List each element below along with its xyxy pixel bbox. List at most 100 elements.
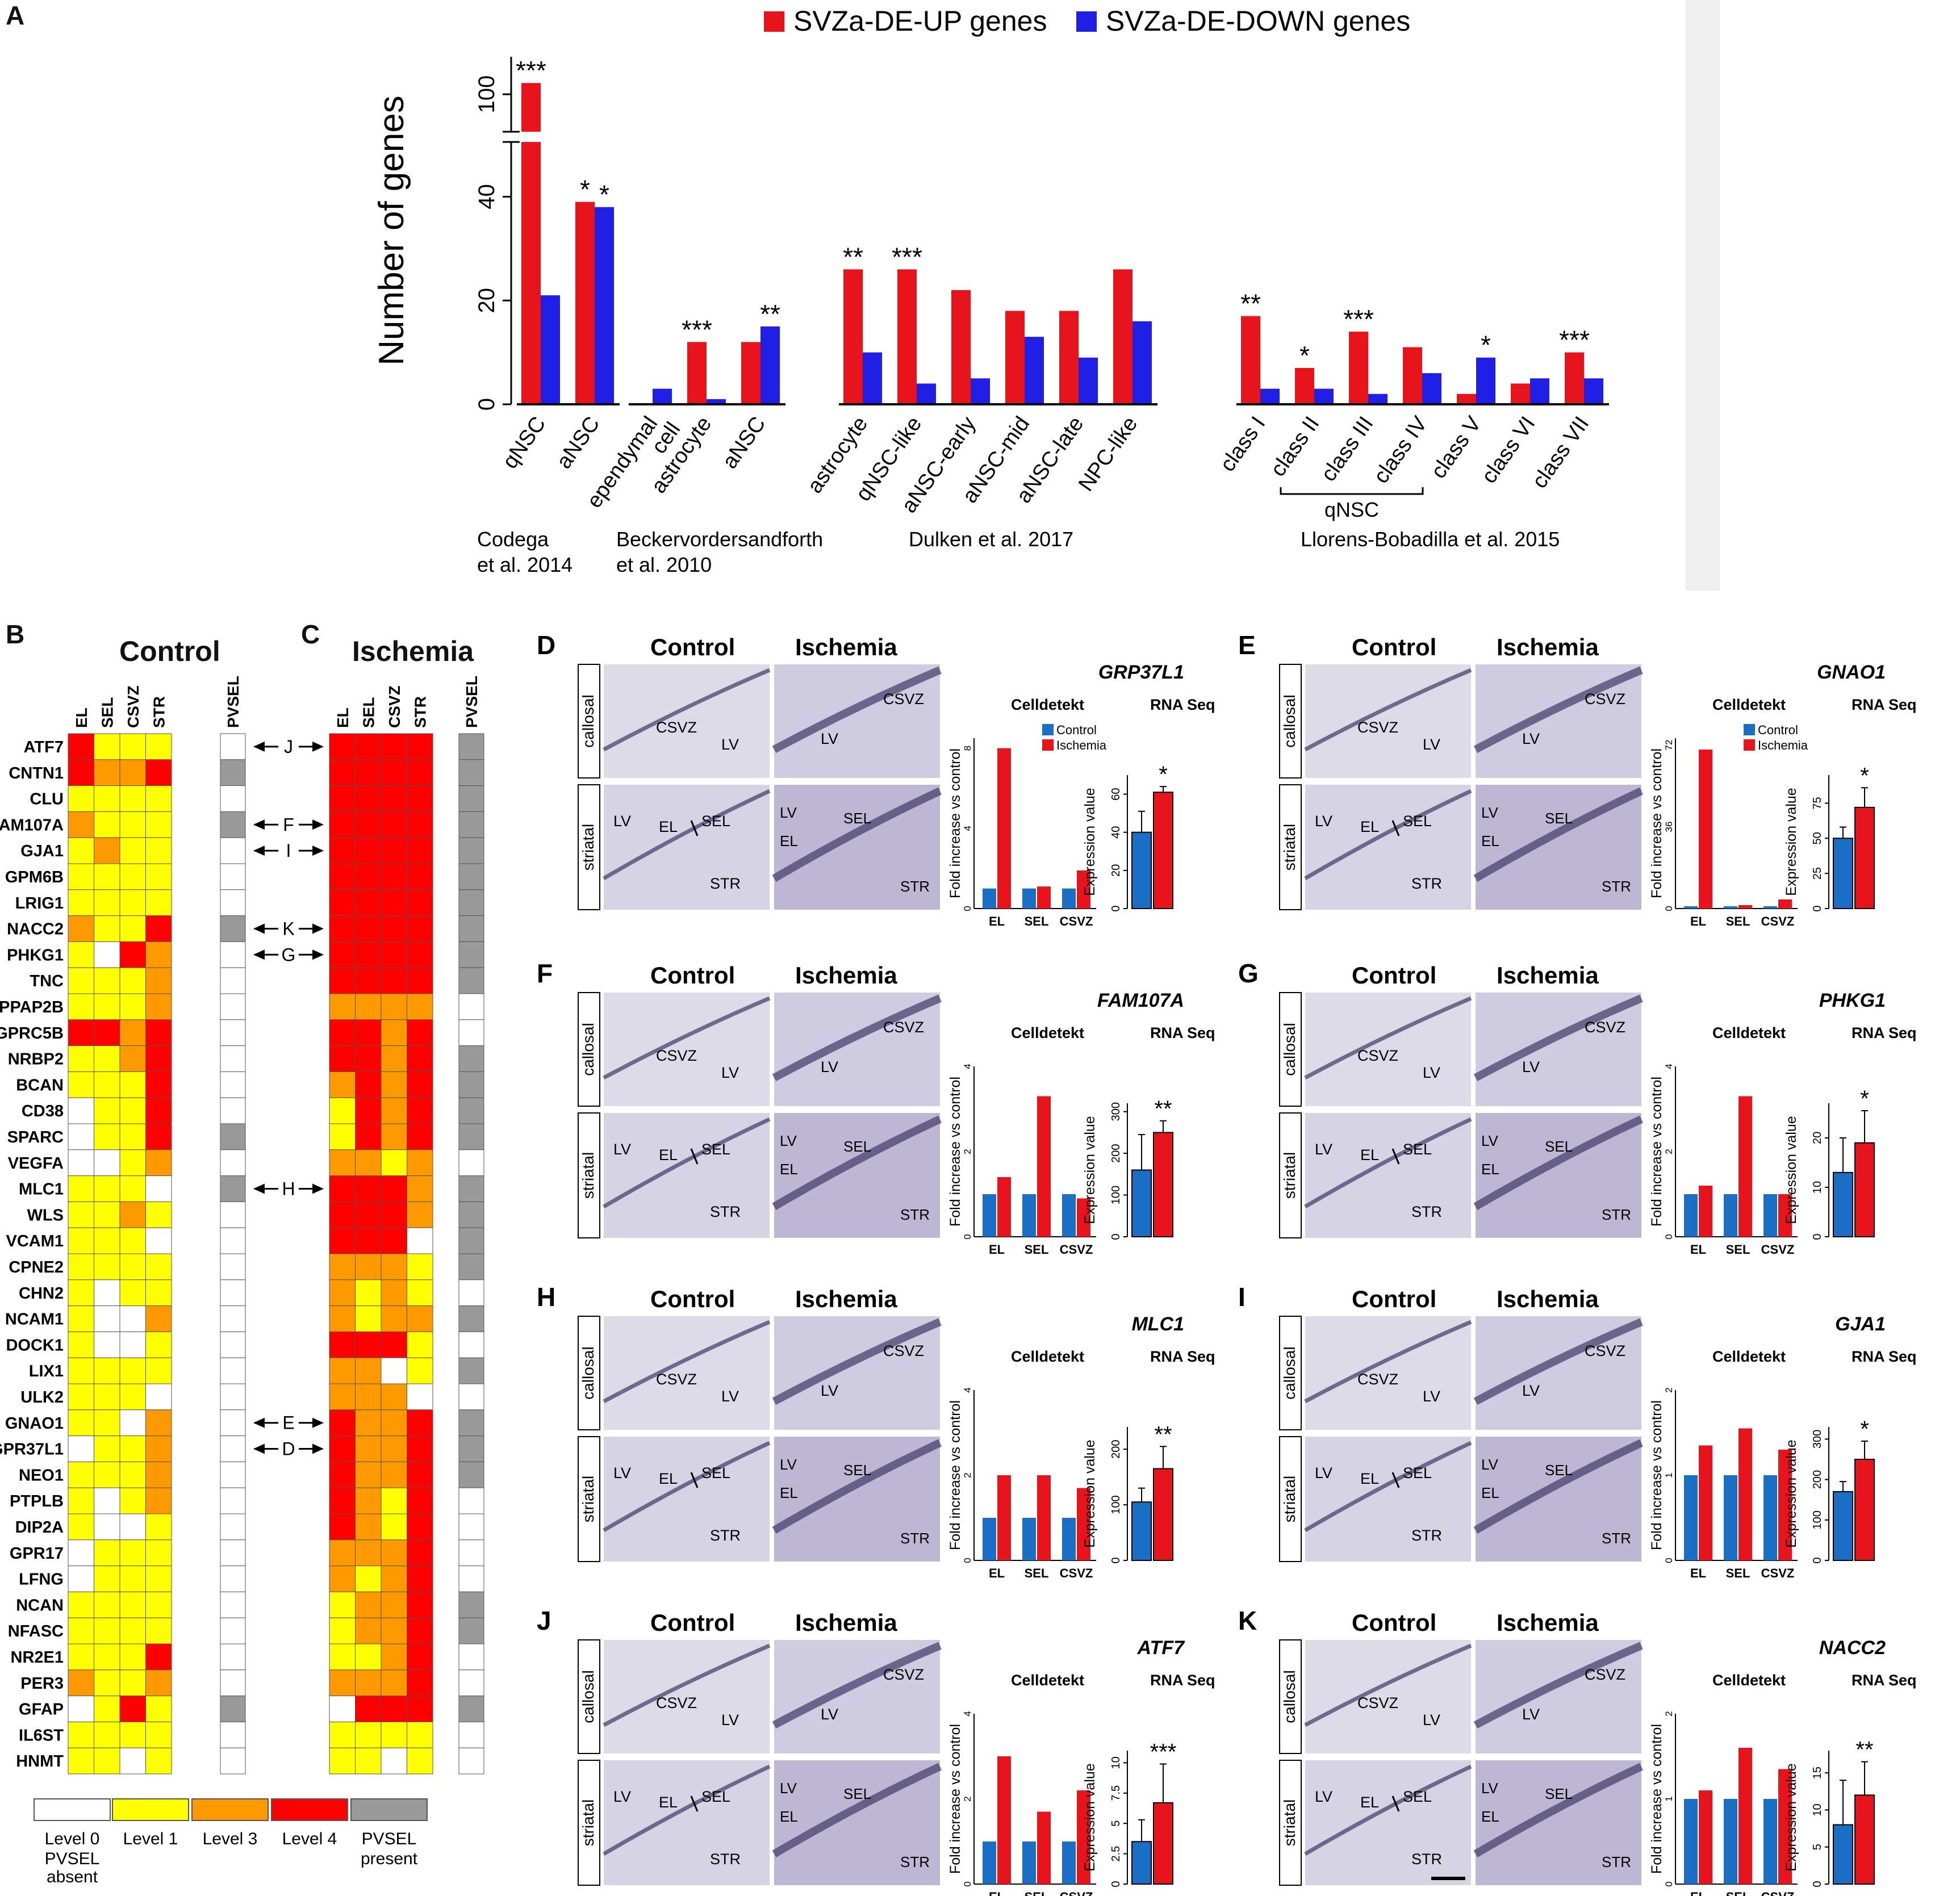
heatmap-cell-control bbox=[94, 837, 120, 864]
ventricle-wall-stain bbox=[1304, 668, 1472, 752]
fold-tick-label: 0 bbox=[962, 1558, 973, 1563]
striatal-tag bbox=[1279, 1112, 1302, 1238]
pvsel-cell-ischemia bbox=[458, 1539, 484, 1567]
tissue-label-str: STR bbox=[1411, 1203, 1442, 1220]
gene-label: NACC2 bbox=[7, 920, 64, 939]
tissue-label-lv-str: LV bbox=[1315, 1464, 1332, 1481]
heatmap-cell-control bbox=[119, 811, 146, 838]
ventricle-wall-stain bbox=[772, 666, 942, 754]
heatmap-cell-control bbox=[145, 1305, 172, 1332]
expr-y-label: Expression value bbox=[1783, 1439, 1799, 1547]
callosal-tag bbox=[1279, 1639, 1302, 1754]
heatmap-cell-ischemia bbox=[355, 1227, 382, 1254]
heatmap-cell-control bbox=[68, 811, 94, 838]
callosal-tag bbox=[1279, 992, 1302, 1107]
fold-y-label: Fold increase vs control bbox=[947, 1400, 963, 1550]
pvsel-cell-control bbox=[220, 1045, 246, 1072]
expr-tick-label: 0 bbox=[1811, 1881, 1824, 1887]
heatmap-cell-ischemia bbox=[381, 1305, 407, 1332]
heatmap-cell-ischemia bbox=[355, 1643, 382, 1671]
heatmap-cell-ischemia bbox=[381, 1045, 407, 1072]
heatmap-cell-control bbox=[145, 1097, 172, 1124]
heatmap-cell-control bbox=[68, 889, 94, 916]
tissue-label-el: EL bbox=[1360, 1146, 1379, 1163]
callosal-label: callosal bbox=[1281, 1023, 1298, 1075]
pvsel-header-ischemia: PVSEL bbox=[463, 676, 480, 728]
heatmap-cell-ischemia bbox=[329, 1487, 356, 1514]
pvsel-cell-control bbox=[220, 941, 246, 968]
heatmap-cell-control bbox=[119, 915, 146, 942]
striatal-tag bbox=[1279, 1760, 1302, 1886]
legend-swatch-control bbox=[1744, 724, 1755, 735]
expr-tick-label: 5 bbox=[1110, 1820, 1122, 1827]
tissue-label-lv-isch: LV bbox=[821, 730, 838, 747]
fold-y-label: Fold increase vs control bbox=[1649, 1077, 1665, 1227]
heatmap-cell-ischemia bbox=[407, 1227, 433, 1254]
pvsel-cell-control bbox=[220, 1513, 246, 1541]
pvsel-cell-control bbox=[220, 1539, 246, 1567]
fold-tick-label: 0 bbox=[1664, 1881, 1674, 1886]
ish-panel-e: E Control IschemiacallosalstriatalCSVZLVCS… bbox=[1238, 630, 1917, 928]
pvsel-cell-ischemia bbox=[458, 1696, 484, 1722]
ventricle-wall-stain bbox=[772, 994, 942, 1082]
fold-bar-control bbox=[1684, 1194, 1698, 1237]
tissue-label-csvz: CSVZ bbox=[1357, 1371, 1398, 1388]
fold-bar-ischemia bbox=[1699, 1186, 1712, 1237]
sel-bracket bbox=[690, 1148, 699, 1165]
pvsel-header-control: PVSEL bbox=[224, 676, 242, 728]
tissue-label-el: EL bbox=[1360, 1470, 1379, 1487]
heatmap-cell-ischemia bbox=[407, 1071, 433, 1098]
heatmap-cell-ischemia bbox=[355, 1357, 382, 1384]
heatmap-cell-ischemia bbox=[329, 1747, 356, 1774]
bar-down bbox=[1132, 321, 1152, 404]
pvsel-cell-ischemia bbox=[458, 1409, 484, 1437]
fold-bar-ischemia bbox=[1778, 899, 1792, 909]
heatmap-cell-ischemia bbox=[355, 1591, 382, 1618]
heatmap-cell-control bbox=[119, 785, 146, 812]
group-label: Dulken et al. 2017 bbox=[909, 528, 1073, 551]
heatmap-cell-ischemia bbox=[381, 733, 407, 760]
celldetekt-header: Celldetekt bbox=[1011, 1348, 1084, 1365]
pvsel-cell-control bbox=[220, 1331, 246, 1358]
pvsel-cell-ischemia bbox=[458, 1461, 484, 1488]
y-tick-label: 0 bbox=[474, 398, 499, 411]
region-label: SEL bbox=[1726, 914, 1750, 928]
sig-marker: * bbox=[1299, 341, 1310, 370]
pvsel-cell-ischemia bbox=[458, 1331, 484, 1358]
pvsel-cell-ischemia bbox=[458, 1669, 484, 1697]
striatal-tag bbox=[578, 784, 600, 910]
region-label: SEL bbox=[1025, 1566, 1049, 1580]
heatmap-cell-ischemia bbox=[381, 1487, 407, 1514]
sel-bracket bbox=[690, 820, 699, 836]
pvsel-cell-control bbox=[220, 1357, 246, 1384]
heatmap-cell-control bbox=[68, 1357, 94, 1384]
sel-bracket bbox=[1391, 1472, 1400, 1488]
heatmap-cell-ischemia bbox=[355, 1331, 382, 1358]
ischemia-header: Ischemia bbox=[1497, 634, 1599, 660]
expr-bar-ischemia bbox=[1153, 1468, 1173, 1561]
region-label: CSVZ bbox=[1060, 914, 1093, 928]
region-label: EL bbox=[1690, 1890, 1706, 1896]
heatmap-cell-ischemia bbox=[407, 1305, 433, 1332]
heatmap-cell-ischemia bbox=[407, 889, 433, 916]
ventricle-wall-stain bbox=[1304, 1764, 1472, 1856]
gene-label: CPNE2 bbox=[9, 1258, 64, 1276]
category-label: class II bbox=[1266, 412, 1324, 481]
ventricle-wall-stain bbox=[1304, 996, 1472, 1080]
heatmap-cell-control bbox=[119, 1097, 146, 1124]
gene-label: GPM6B bbox=[5, 868, 64, 886]
tissue-label-lv: LV bbox=[1423, 1064, 1440, 1081]
legend-swatch bbox=[34, 1798, 111, 1821]
fold-bar-ischemia bbox=[1738, 1096, 1752, 1237]
tissue-label-el-isch: EL bbox=[1481, 1161, 1499, 1178]
panel-label-a: A bbox=[6, 1, 25, 30]
heatmap-cell-control bbox=[68, 1201, 94, 1228]
tissue-label-str-isch: STR bbox=[1602, 1530, 1631, 1547]
heatmap-cell-control bbox=[94, 1409, 120, 1437]
heatmap-cell-ischemia bbox=[355, 1201, 382, 1228]
group-label-line2: et al. 2010 bbox=[616, 553, 712, 576]
heatmap-cell-ischemia bbox=[355, 941, 382, 968]
pvsel-cell-control bbox=[220, 1696, 246, 1722]
expr-sig-marker: * bbox=[1860, 763, 1869, 788]
bar-down bbox=[971, 378, 990, 404]
